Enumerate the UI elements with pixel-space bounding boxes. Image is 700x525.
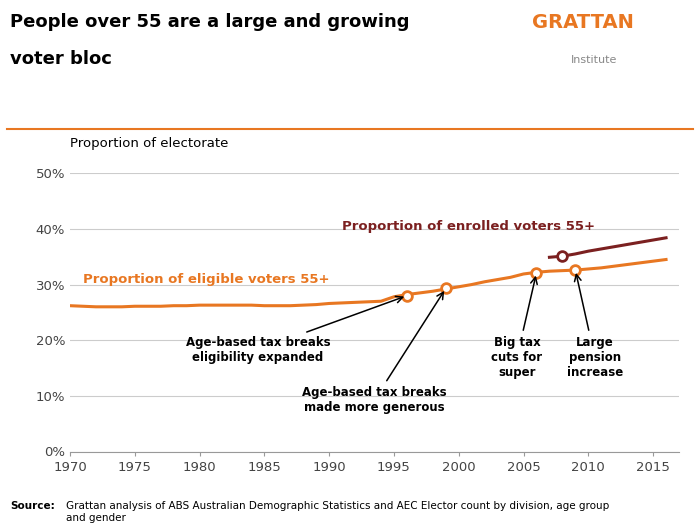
Text: GRATTAN: GRATTAN (532, 13, 634, 32)
Text: Age-based tax breaks
eligibility expanded: Age-based tax breaks eligibility expande… (186, 296, 402, 364)
Text: Large
pension
increase: Large pension increase (567, 275, 623, 379)
Text: Age-based tax breaks
made more generous: Age-based tax breaks made more generous (302, 292, 447, 414)
Text: Proportion of eligible voters 55+: Proportion of eligible voters 55+ (83, 272, 330, 286)
Text: voter bloc: voter bloc (10, 50, 113, 68)
Text: Big tax
cuts for
super: Big tax cuts for super (491, 277, 542, 379)
Text: Proportion of enrolled voters 55+: Proportion of enrolled voters 55+ (342, 220, 595, 233)
Text: Grattan analysis of ABS Australian Demographic Statistics and AEC Elector count : Grattan analysis of ABS Australian Demog… (66, 501, 610, 523)
Text: Source:: Source: (10, 501, 55, 511)
Text: Institute: Institute (570, 55, 617, 65)
Text: People over 55 are a large and growing: People over 55 are a large and growing (10, 13, 410, 31)
Text: Proportion of electorate: Proportion of electorate (70, 136, 228, 150)
